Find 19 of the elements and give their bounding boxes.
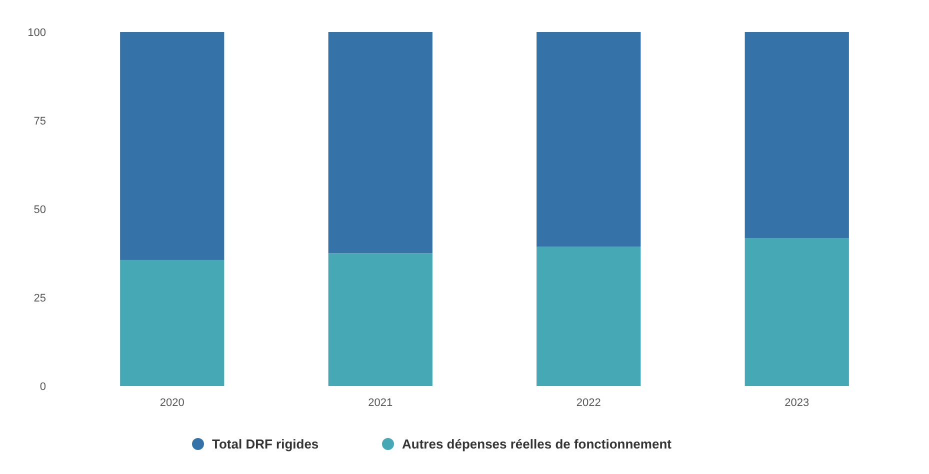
legend-label: Total DRF rigides	[212, 436, 319, 452]
x-tick-label: 2021	[368, 397, 393, 409]
bar	[120, 32, 224, 260]
bar	[536, 32, 641, 247]
x-tick-label: 2020	[160, 397, 184, 409]
bar	[744, 32, 849, 238]
y-tick-label: 75	[34, 115, 46, 128]
bar	[120, 260, 224, 386]
bar	[536, 246, 641, 386]
y-tick-label: 100	[28, 26, 46, 39]
y-tick-label: 25	[34, 292, 46, 304]
x-tick-label: 2022	[576, 397, 601, 409]
y-tick-label: 50	[34, 204, 46, 216]
y-tick-label: 0	[40, 380, 46, 393]
x-tick-label: 2023	[784, 397, 810, 409]
bar	[744, 238, 849, 386]
bar	[328, 32, 432, 254]
legend-label: Autres dépenses réelles de fonctionnement	[402, 436, 672, 452]
bar	[328, 253, 432, 386]
